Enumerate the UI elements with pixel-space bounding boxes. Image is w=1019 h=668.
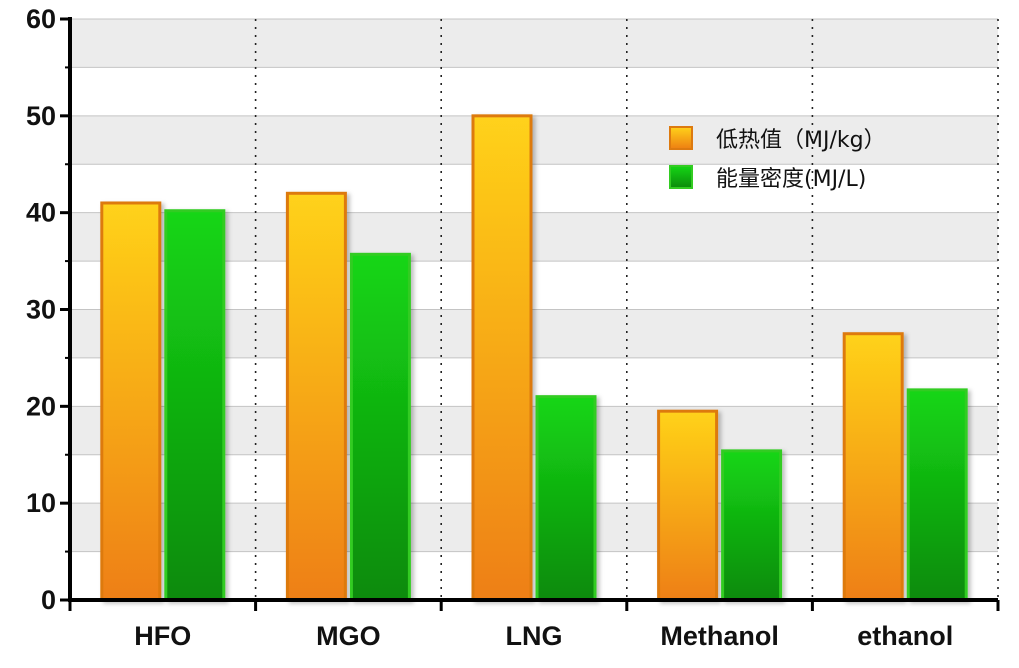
bar-lhv-hfo	[100, 201, 162, 602]
bar-energy-density-hfo	[164, 209, 226, 602]
y-tick-label: 30	[26, 295, 56, 325]
x-tick-label: HFO	[134, 621, 191, 651]
y-tick-label: 50	[26, 101, 56, 131]
x-tick-label: ethanol	[857, 621, 953, 651]
x-axis-ticks: HFO MGO LNG Methanol ethanol	[68, 600, 1000, 651]
y-tick-label: 40	[26, 198, 56, 228]
bar-energy-density-ethanol	[906, 388, 968, 602]
y-axis-ticks: 0 10 20 30 40 50 60	[26, 4, 70, 615]
y-tick-label: 20	[26, 391, 56, 421]
bar-energy-density-methanol	[721, 449, 783, 602]
bar-energy-density-lng	[535, 395, 597, 602]
y-tick-label: 60	[26, 4, 56, 34]
bar-lhv-lng	[471, 114, 533, 602]
plot-band	[70, 67, 998, 116]
plot-band	[70, 19, 998, 68]
plot-band	[70, 164, 998, 213]
bars	[100, 114, 968, 602]
plot-band	[70, 115, 998, 165]
y-tick-label: 0	[41, 585, 56, 615]
x-tick-label: LNG	[506, 621, 563, 651]
category-separators	[254, 19, 999, 600]
x-tick-label: Methanol	[660, 621, 779, 651]
legend-swatch	[669, 165, 693, 189]
bar-lhv-methanol	[657, 409, 719, 602]
legend: 低热值（MJ/kg） 能量密度(MJ/L)	[669, 126, 886, 192]
bar-lhv-ethanol	[842, 332, 904, 602]
bar-lhv-mgo	[285, 191, 347, 602]
legend-label: 低热值（MJ/kg）	[716, 128, 886, 153]
y-tick-label: 10	[26, 488, 56, 518]
bar-energy-density-mgo	[349, 252, 411, 602]
x-tick-label: MGO	[316, 621, 381, 651]
legend-swatch	[669, 126, 693, 150]
legend-label: 能量密度(MJ/L)	[716, 167, 866, 192]
